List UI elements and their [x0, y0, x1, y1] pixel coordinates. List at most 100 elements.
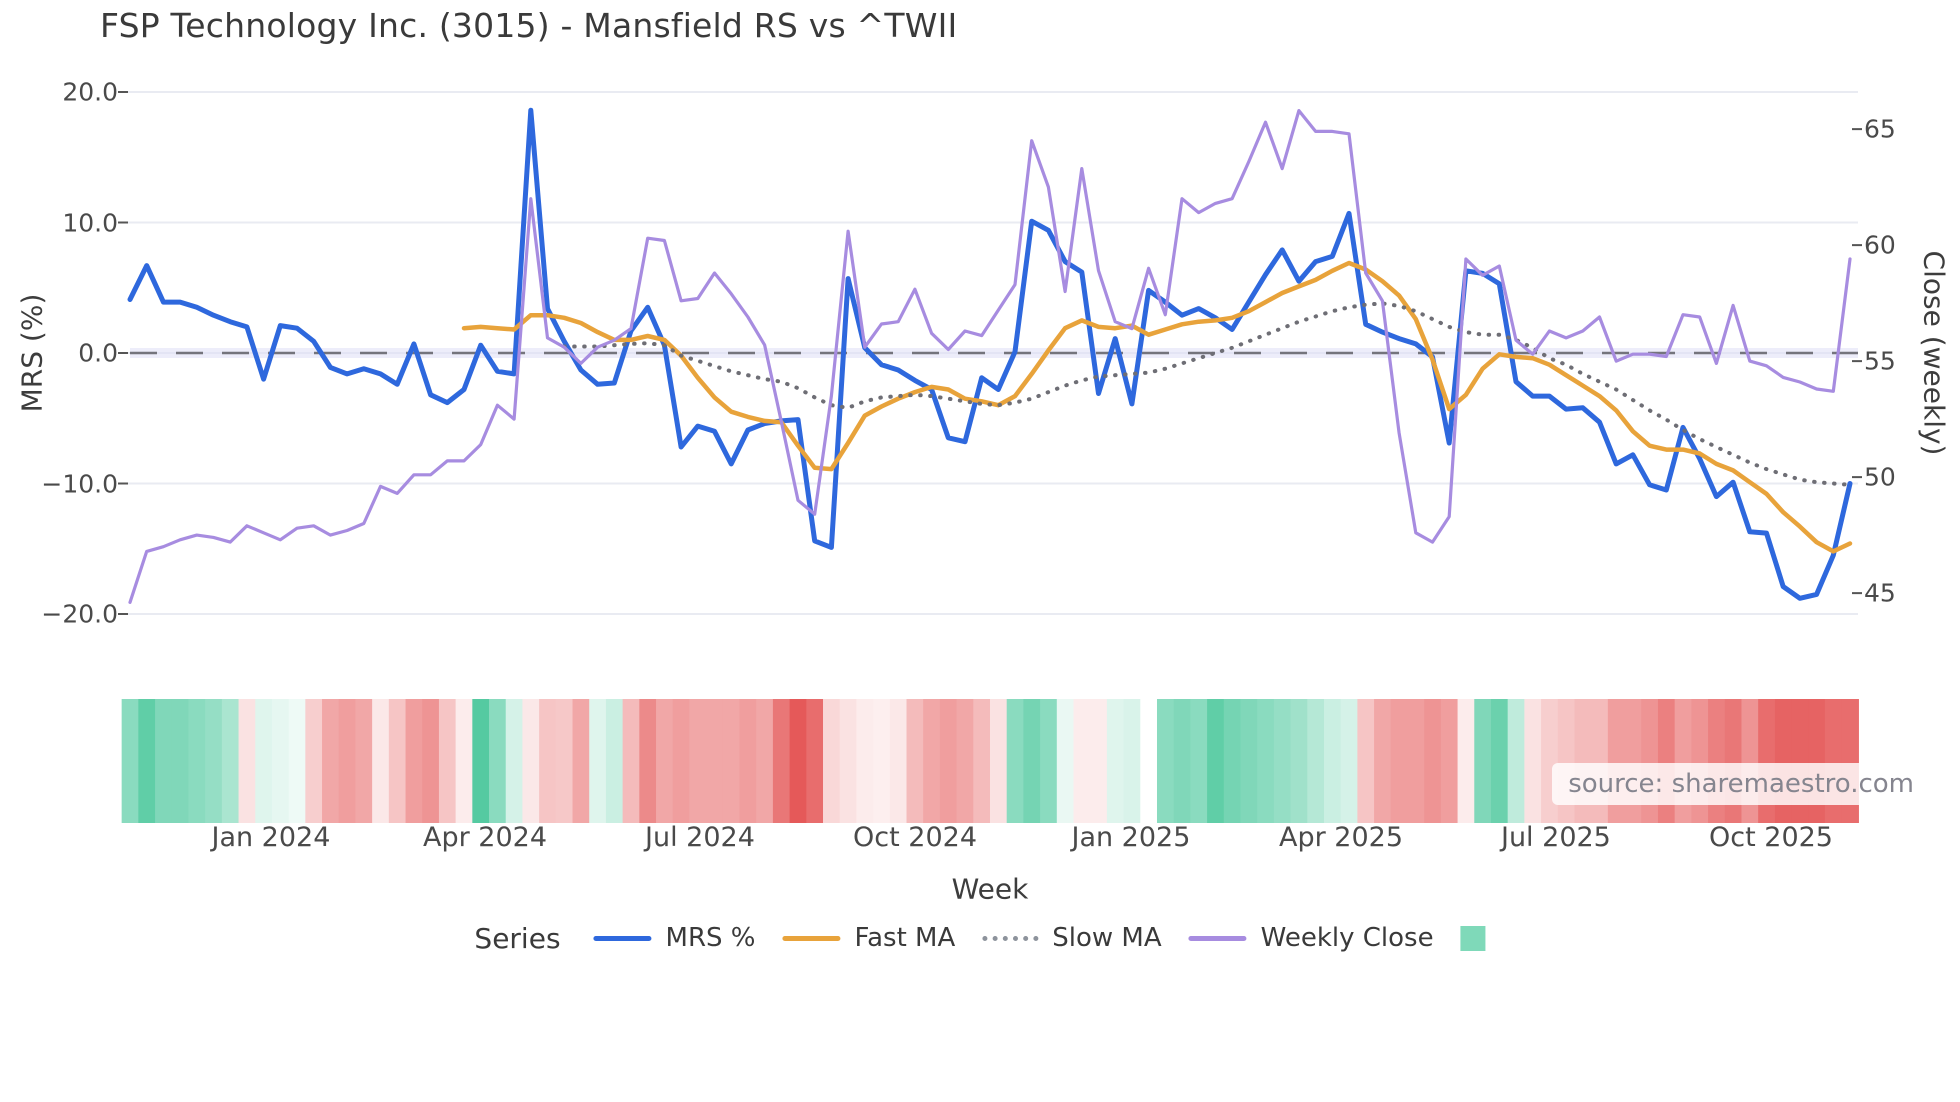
legend-item-slow-ma: Slow MA	[982, 923, 1162, 953]
heatmap-cell	[839, 699, 858, 823]
heatmap-cell	[823, 699, 841, 823]
heatmap-cell	[1106, 699, 1125, 823]
heatmap-cell	[639, 699, 657, 823]
legend-line-swatch	[1188, 935, 1247, 941]
heatmap-cell	[973, 699, 991, 823]
legend-item-fast-ma: Fast MA	[782, 923, 956, 953]
source-watermark: source: sharemaestro.com	[1552, 763, 1930, 805]
x-tick-label: Oct 2024	[853, 822, 978, 853]
heatmap-cell	[1207, 699, 1225, 823]
heatmap-cell	[1240, 699, 1258, 823]
heatmap-cell	[372, 699, 390, 823]
heatmap-cell	[271, 699, 290, 823]
x-tick-label: Oct 2025	[1709, 822, 1833, 853]
legend-item-weekly-close: Weekly Close	[1188, 923, 1434, 953]
heatmap-cell	[1190, 699, 1208, 823]
heatmap-cell	[1006, 699, 1024, 823]
y-right-tick-label: 60	[1864, 230, 1896, 260]
heatmap-cell	[1156, 699, 1175, 823]
heatmap-cell	[1040, 699, 1058, 823]
heatmap-cell	[522, 699, 540, 823]
legend-item-label: Slow MA	[1052, 923, 1162, 953]
heatmap-cell	[422, 699, 440, 823]
heatmap-cell	[472, 699, 490, 823]
page-title: FSP Technology Inc. (3015) - Mansfield R…	[100, 6, 958, 45]
heatmap-cell	[806, 699, 824, 823]
heatmap-cell	[722, 699, 741, 823]
heatmap-cell	[589, 699, 607, 823]
y-right-tick-label: 55	[1864, 346, 1896, 376]
y-left-tick-label: 20.0	[62, 77, 118, 107]
heatmap-cell	[1056, 699, 1075, 823]
heatmap-cell	[1173, 699, 1191, 823]
heatmap-cell	[689, 699, 707, 823]
heatmap-cell	[438, 699, 457, 823]
heatmap-cell	[238, 699, 256, 823]
heatmap-cell	[221, 699, 240, 823]
heatmap-cell	[205, 699, 223, 823]
x-tick-label: Jan 2024	[211, 822, 331, 853]
heatmap-cell	[388, 699, 407, 823]
heatmap-cell	[188, 699, 206, 823]
heatmap-cell	[1474, 699, 1492, 823]
heatmap-cell	[605, 699, 624, 823]
y-left-tick-label: −20.0	[41, 599, 118, 629]
heatmap-cell	[1073, 699, 1091, 823]
heatmap-cell	[739, 699, 757, 823]
series-line-weekly-close	[128, 109, 1852, 604]
heatmap-cell	[756, 699, 774, 823]
heatmap-cell	[1090, 699, 1108, 823]
heatmap-cell	[138, 699, 156, 823]
heatmap-cell	[706, 699, 724, 823]
heatmap-cell	[772, 699, 791, 823]
heatmap-cell	[1340, 699, 1358, 823]
zero-band	[130, 348, 1858, 358]
heatmap-cell	[1457, 699, 1475, 823]
x-tick-label: Apr 2024	[423, 822, 548, 853]
heatmap-cell	[555, 699, 574, 823]
legend-square-swatch	[1460, 925, 1486, 951]
y-left-tick-label: 0.0	[78, 338, 118, 368]
legend-line-swatch	[782, 935, 841, 941]
series-line-mrs-	[127, 107, 1853, 601]
legend-item-label: Weekly Close	[1260, 923, 1434, 953]
heatmap-cell	[338, 699, 357, 823]
heatmap-cell	[455, 699, 473, 823]
heatmap-cell	[155, 699, 173, 823]
y-right-tick-label: 45	[1864, 578, 1896, 608]
heatmap-cell	[121, 699, 139, 823]
heatmap-cell	[906, 699, 924, 823]
heatmap-cell	[1507, 699, 1525, 823]
heatmap-cell	[1140, 699, 1158, 823]
heatmap-cell	[923, 699, 941, 823]
legend-line-swatch	[593, 935, 652, 941]
heatmap-cell	[489, 699, 507, 823]
heatmap-cell	[1524, 699, 1542, 823]
heatmap-cell	[656, 699, 674, 823]
series-line-slow-ma	[562, 301, 1852, 487]
heatmap-cell	[856, 699, 874, 823]
heatmap-cell	[990, 699, 1008, 823]
heatmap-cell	[539, 699, 557, 823]
x-tick-label: Jul 2025	[1500, 822, 1611, 853]
heatmap-cell	[1123, 699, 1141, 823]
legend-dotted-swatch	[982, 935, 1039, 941]
heatmap-cell	[1374, 699, 1392, 823]
heatmap-cell	[255, 699, 273, 823]
heatmap-cell	[1440, 699, 1459, 823]
heatmap-cell	[1290, 699, 1308, 823]
heatmap-cell	[956, 699, 974, 823]
legend-item-label: Fast MA	[854, 923, 956, 953]
legend-item-mrs-: MRS %	[593, 923, 756, 953]
y-right-tick-label: 65	[1864, 114, 1896, 144]
heatmap-cell	[1390, 699, 1409, 823]
heatmap-cell	[171, 699, 190, 823]
x-tick-label: Jul 2024	[645, 822, 755, 853]
heatmap-cell	[622, 699, 640, 823]
legend-item-heatmap	[1460, 925, 1486, 951]
heatmap-cell	[1407, 699, 1425, 823]
heatmap-cell	[305, 699, 323, 823]
legend-title: Series	[474, 921, 561, 955]
y-left-tick-label: 10.0	[62, 208, 118, 237]
